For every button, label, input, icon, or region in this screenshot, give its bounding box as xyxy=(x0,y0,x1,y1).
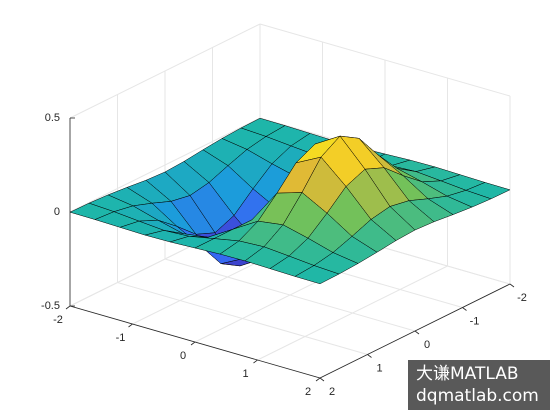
y-tick-label: 2 xyxy=(329,386,335,398)
x-tick xyxy=(190,341,196,346)
y-tick-label: 0 xyxy=(424,339,430,351)
grid-line xyxy=(259,23,511,97)
y-tick xyxy=(414,330,420,335)
x-tick xyxy=(128,323,133,328)
y-tick xyxy=(509,283,515,288)
x-tick xyxy=(253,359,258,364)
y-tick-label: 1 xyxy=(376,362,382,374)
z-tick-label: 0 xyxy=(54,206,60,218)
x-tick-label: 0 xyxy=(180,350,186,362)
grid-line xyxy=(69,117,261,213)
x-tick-label: 2 xyxy=(305,386,311,398)
grid-line xyxy=(69,23,261,119)
grid-line xyxy=(117,282,368,355)
y-tick xyxy=(319,377,325,382)
x-tick-label: -1 xyxy=(116,332,126,344)
x-tick-label: 1 xyxy=(242,368,248,380)
y-tick-label: -1 xyxy=(470,315,480,327)
watermark-line: dqmatlab.com xyxy=(416,386,539,406)
watermark: 大谦MATLAB dqmatlab.com xyxy=(408,360,550,410)
z-tick-label: 0.5 xyxy=(45,112,60,124)
y-tick xyxy=(367,354,372,358)
x-tick xyxy=(315,377,321,382)
watermark-line: 大谦MATLAB xyxy=(416,364,519,384)
x-tick-label: -2 xyxy=(53,314,63,326)
y-tick xyxy=(462,307,467,311)
z-tick-label: -0.5 xyxy=(41,300,60,312)
y-tick-label: -2 xyxy=(517,292,527,304)
x-tick xyxy=(65,305,71,310)
grid-line xyxy=(164,258,416,332)
surface-face xyxy=(294,265,340,285)
